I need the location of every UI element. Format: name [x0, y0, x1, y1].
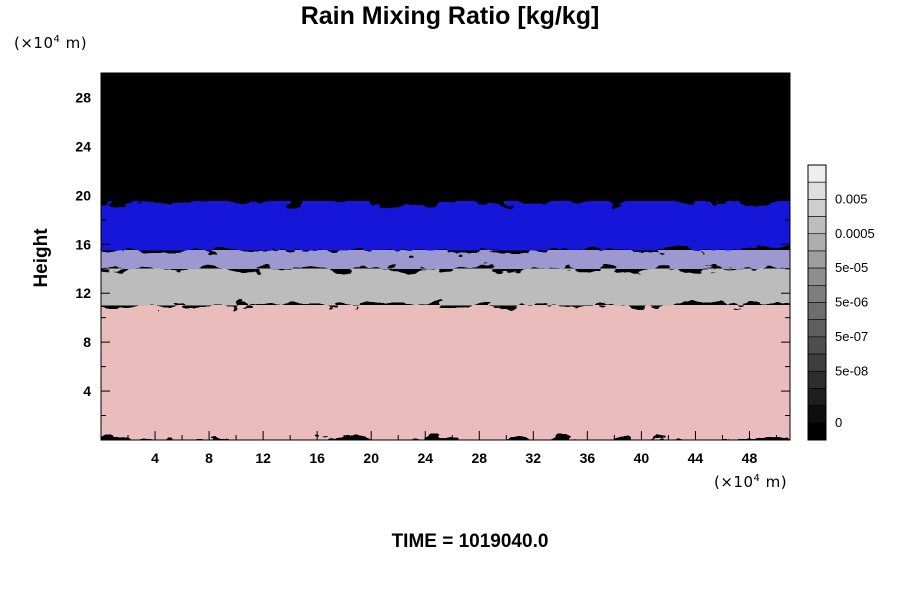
x-tick-label: 40	[634, 450, 650, 466]
field-band-blue	[101, 201, 790, 251]
colorbar-label: 0.0005	[835, 226, 875, 241]
colorbar-swatch	[807, 250, 827, 269]
colorbar-swatch	[807, 388, 827, 406]
x-tick-label: 16	[309, 450, 325, 466]
colorbar-label: 0.005	[835, 191, 868, 206]
field-band-gray	[101, 268, 790, 306]
colorbar-swatch	[807, 302, 827, 320]
x-tick-label: 44	[688, 450, 704, 466]
colorbar-swatch	[807, 353, 827, 372]
colorbar-swatch	[807, 422, 827, 441]
heatmap-field	[101, 73, 790, 440]
y-tick-label: 16	[75, 236, 91, 252]
colorbar-label: 5e-05	[835, 260, 868, 275]
plot-frame	[100, 72, 791, 441]
colorbar-swatch	[807, 216, 827, 235]
colorbar-swatch	[807, 370, 827, 389]
colorbar-swatch	[807, 405, 827, 424]
x-tick-label: 28	[471, 450, 487, 466]
x-tick-label: 12	[255, 450, 271, 466]
colorbar-swatch	[807, 319, 827, 338]
x-tick-label: 24	[417, 450, 433, 466]
field-band-lavender	[101, 250, 790, 269]
x-tick-label: 48	[742, 450, 758, 466]
colorbar: 0.005 0.0005 5e-05 5e-06 5e-07 5e-08 0	[807, 164, 875, 441]
y-tick-label: 12	[75, 285, 91, 301]
field-band-black	[101, 73, 790, 202]
y-tick-label: 28	[75, 89, 91, 105]
time-annotation: TIME = 1019040.0	[391, 531, 549, 552]
colorbar-swatch	[807, 181, 827, 200]
colorbar-label: 0	[835, 415, 842, 430]
colorbar-label: 5e-08	[835, 363, 868, 378]
colorbar-label: 5e-07	[835, 329, 868, 344]
colorbar-swatch	[807, 285, 827, 303]
colorbar-frame	[807, 164, 827, 441]
colorbar-swatch	[807, 199, 827, 217]
colorbar-swatch	[807, 164, 827, 183]
y-tick-label: 4	[83, 383, 91, 399]
colorbar-swatch	[807, 233, 827, 252]
y-tick-label: 24	[75, 138, 91, 154]
x-tick-label: 4	[151, 450, 159, 466]
x-tick-label: 32	[526, 450, 542, 466]
x-unit-label: (×104 m)	[714, 473, 788, 491]
x-tick-label: 36	[580, 450, 596, 466]
colorbar-swatch	[807, 267, 827, 286]
y-unit-label: (×104 m)	[14, 34, 88, 52]
x-tick-label: 8	[205, 450, 213, 466]
colorbar-swatch	[807, 336, 827, 355]
chart-title: Rain Mixing Ratio [kg/kg]	[300, 2, 600, 30]
colorbar-label: 5e-06	[835, 295, 868, 310]
y-tick-label: 8	[83, 334, 91, 350]
field-band-pink	[101, 305, 790, 440]
y-tick-label: 20	[75, 187, 91, 203]
x-tick-label: 20	[363, 450, 379, 466]
